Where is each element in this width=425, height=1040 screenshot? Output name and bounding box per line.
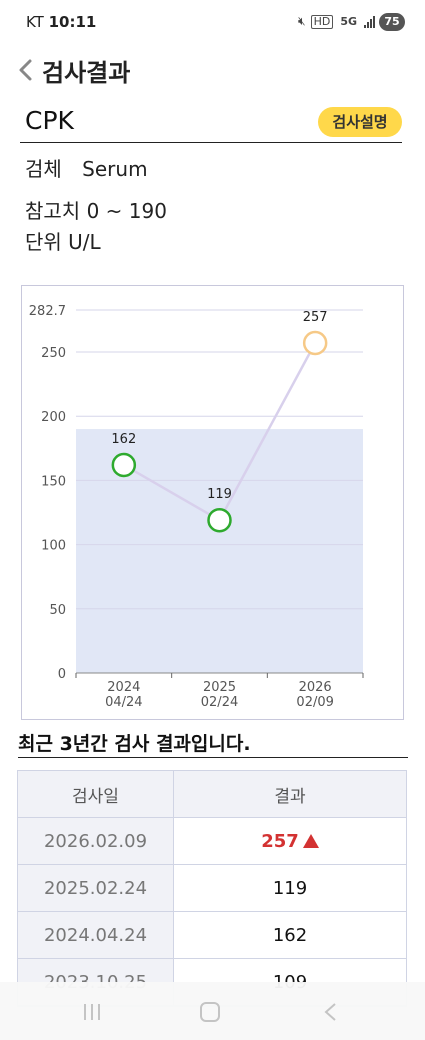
y-tick-label: 100 (41, 539, 66, 554)
data-label: 257 (303, 310, 328, 325)
reference-row: 참고치 0 ~ 190 (25, 195, 167, 224)
high-arrow-icon (302, 834, 319, 848)
test-description-button[interactable]: 검사설명 (318, 107, 402, 137)
y-tick-label: 0 (58, 667, 66, 682)
nav-back-icon[interactable] (321, 1002, 341, 1022)
status-time: KT 10:11 (26, 13, 96, 31)
data-point (302, 330, 328, 356)
reference-value: 0 ~ 190 (86, 199, 167, 223)
specimen-value: Serum (82, 157, 148, 181)
row-date: 2026.02.09 (18, 818, 174, 864)
row-value-text: 257 (261, 830, 299, 852)
signal-icon (364, 15, 375, 28)
network-icon: 5G (340, 14, 357, 28)
title-divider (20, 142, 402, 143)
unit-value: U/L (68, 230, 101, 254)
row-value: 162 (272, 924, 308, 946)
y-tick-label: 250 (41, 346, 66, 361)
row-value: 119 (272, 877, 308, 899)
system-nav-bar (0, 982, 425, 1040)
row-date: 2024.04.24 (18, 912, 174, 958)
x-tick-label: 02/09 (296, 695, 333, 710)
reference-label: 참고치 (25, 199, 81, 223)
header-result: 결과 (274, 786, 306, 807)
battery-icon: 75 (379, 13, 405, 31)
section-divider (18, 757, 408, 758)
y-tick-label: 150 (41, 474, 66, 489)
results-table: 검사일 결과 2026.02.09 257 2025.02.24 119 202… (17, 770, 407, 1007)
recent-apps-icon[interactable] (84, 1004, 102, 1020)
header-date: 검사일 (18, 771, 174, 817)
page-title: 검사결과 (42, 59, 131, 87)
specimen-row: 검체 Serum (25, 153, 148, 182)
status-icons: 🔇︎ HD 5G (298, 14, 375, 29)
clock: 10:11 (48, 13, 97, 31)
y-tick-label: 50 (49, 603, 66, 618)
test-name: CPK (25, 106, 74, 135)
home-icon[interactable] (200, 1002, 220, 1022)
hd-icon: HD (310, 14, 334, 29)
table-header: 검사일 결과 (18, 771, 406, 818)
result-chart: 0 50 100 150 200 250 282.7 2024 04/24 2025 02/24 20… (21, 285, 404, 720)
data-point (207, 507, 232, 533)
carrier-label: KT (26, 13, 44, 31)
row-value: 257 (174, 818, 406, 864)
section-title: 최근 3년간 검사 결과입니다. (18, 733, 251, 755)
y-tick-label: 200 (41, 410, 66, 425)
specimen-label: 검체 (25, 157, 62, 181)
x-tick-label: 2025 (203, 680, 236, 695)
data-label: 162 (111, 432, 136, 447)
x-tick-label: 2026 (299, 680, 332, 695)
table-row: 2024.04.24 162 (18, 912, 406, 959)
data-point (111, 452, 137, 478)
table-row: 2026.02.09 257 (18, 818, 406, 865)
status-bar: KT 10:11 🔇︎ HD 5G 75 (0, 0, 425, 44)
unit-row: 단위 U/L (25, 226, 101, 255)
mute-icon: 🔇︎ (298, 14, 306, 28)
row-date: 2025.02.24 (18, 865, 174, 911)
x-tick-label: 2024 (107, 680, 140, 695)
back-chevron-icon[interactable] (16, 58, 36, 82)
data-label: 119 (207, 487, 232, 502)
table-row: 2025.02.24 119 (18, 865, 406, 912)
x-tick-label: 04/24 (105, 695, 142, 710)
y-tick-label: 282.7 (29, 304, 66, 319)
unit-label: 단위 (25, 230, 62, 254)
x-tick-label: 02/24 (201, 695, 238, 710)
